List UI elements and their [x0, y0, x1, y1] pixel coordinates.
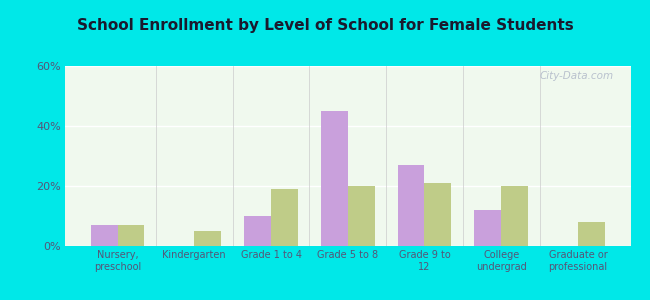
Bar [271, 189, 298, 246]
Text: City-Data.com: City-Data.com [540, 71, 614, 81]
Bar [348, 186, 374, 246]
Bar [194, 231, 221, 246]
Bar [91, 225, 118, 246]
Text: School Enrollment by Level of School for Female Students: School Enrollment by Level of School for… [77, 18, 573, 33]
Bar [398, 165, 424, 246]
Bar [244, 216, 271, 246]
Bar [321, 111, 348, 246]
Bar [578, 222, 604, 246]
Bar [424, 183, 451, 246]
Bar [501, 186, 528, 246]
Bar [474, 210, 501, 246]
Bar [118, 225, 144, 246]
